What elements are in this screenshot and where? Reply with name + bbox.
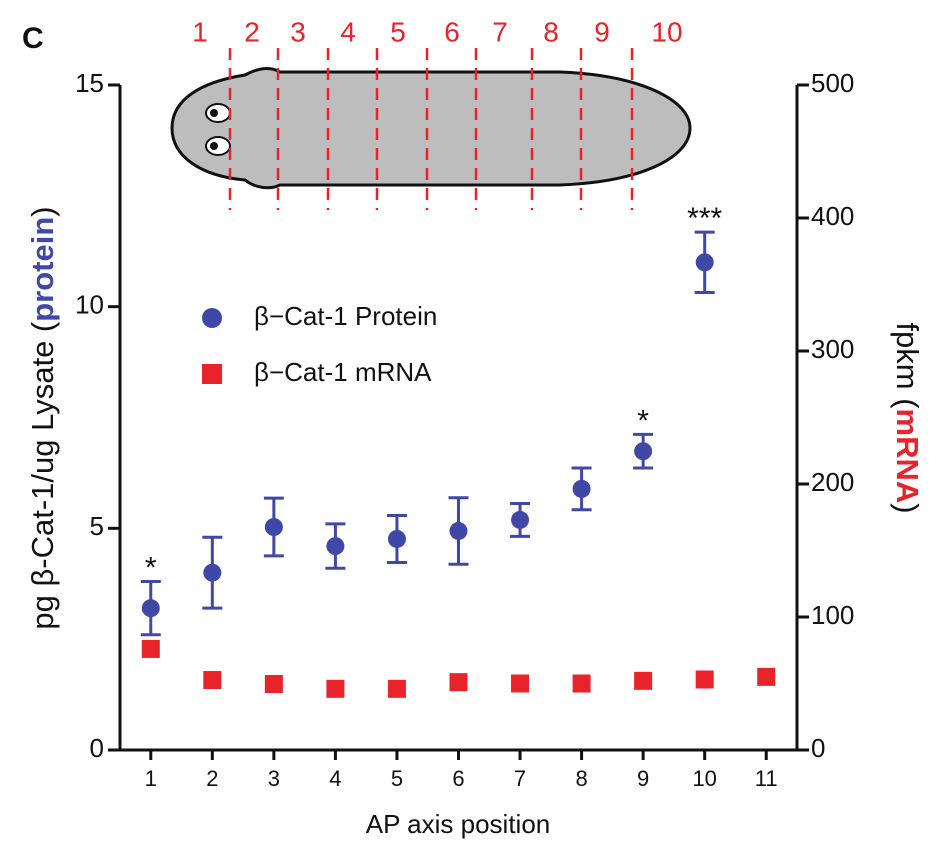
y-tick-label: 0 [90,733,104,763]
protein-point [203,563,222,582]
y2-tick-label: 0 [811,733,825,763]
y2-tick-label: 100 [811,600,854,630]
protein-point [326,537,345,556]
y-axis-label-part: ) [25,206,60,216]
segment-label: 5 [390,16,406,47]
mrna-point [695,670,714,689]
panel-label: C [22,22,44,55]
mrna-point [757,667,776,686]
segment-label: 2 [244,16,260,47]
x-tick-label: 8 [575,766,587,791]
mrna-point [572,674,591,693]
y2-axis-label-part: fpkm ( [890,322,925,409]
mrna-point [203,671,222,690]
protein-point [264,518,283,537]
x-tick-label: 10 [692,766,716,791]
segment-label: 4 [340,16,356,47]
x-axis-label: AP axis position [366,809,551,839]
segment-label: 10 [651,16,682,47]
segment-label: 6 [444,16,460,47]
protein-point [695,253,714,272]
x-tick-label: 4 [329,766,341,791]
legend-marker [202,308,222,328]
x-tick-label: 1 [145,766,157,791]
mrna-point [326,679,345,698]
y2-axis-label-part: mRNA [890,409,925,504]
mrna-point [264,675,283,694]
protein-point [634,442,653,461]
y2-tick-label: 300 [811,334,854,364]
segment-label: 9 [594,16,610,47]
x-tick-label: 5 [391,766,403,791]
segment-label: 7 [492,16,508,47]
y-axis-label-part: pg β-Cat-1/ug Lysate ( [25,321,60,630]
mrna-point [634,671,653,690]
protein-point [387,529,406,548]
protein-point [141,599,160,618]
significance-label: * [637,404,649,437]
y2-tick-label: 200 [811,467,854,497]
mrna-point [387,679,406,698]
protein-point [449,521,468,540]
y-tick-label: 5 [90,511,104,541]
y2-tick-label: 500 [811,68,854,98]
x-tick-label: 7 [514,766,526,791]
y-tick-label: 10 [75,290,104,320]
x-tick-label: 11 [755,766,778,791]
legend-label: β−Cat-1 mRNA [254,357,432,387]
x-tick-label: 9 [637,766,649,791]
significance-label: * [145,551,157,584]
mrna-point [449,673,468,692]
segment-label: 3 [290,16,306,47]
mrna-point [511,674,530,693]
x-tick-label: 6 [452,766,464,791]
y2-tick-label: 400 [811,201,854,231]
legend-marker [202,364,222,384]
legend-label: β−Cat-1 Protein [254,301,437,331]
worm-body [170,66,692,190]
mrna-point [141,639,160,658]
y2-axis-label: fpkm (mRNA) [890,322,925,513]
x-tick-label: 3 [268,766,280,791]
segment-label: 8 [543,16,559,47]
protein-point [511,510,530,529]
x-tick-label: 2 [206,766,218,791]
y-axis-label-part: protein [25,217,60,322]
y-tick-label: 15 [75,68,104,98]
significance-label: *** [687,202,722,235]
protein-point [572,479,591,498]
y2-axis-label-part: ) [890,503,925,513]
segment-label: 1 [192,16,208,47]
y-axis-label: pg β-Cat-1/ug Lysate (protein) [25,206,60,629]
